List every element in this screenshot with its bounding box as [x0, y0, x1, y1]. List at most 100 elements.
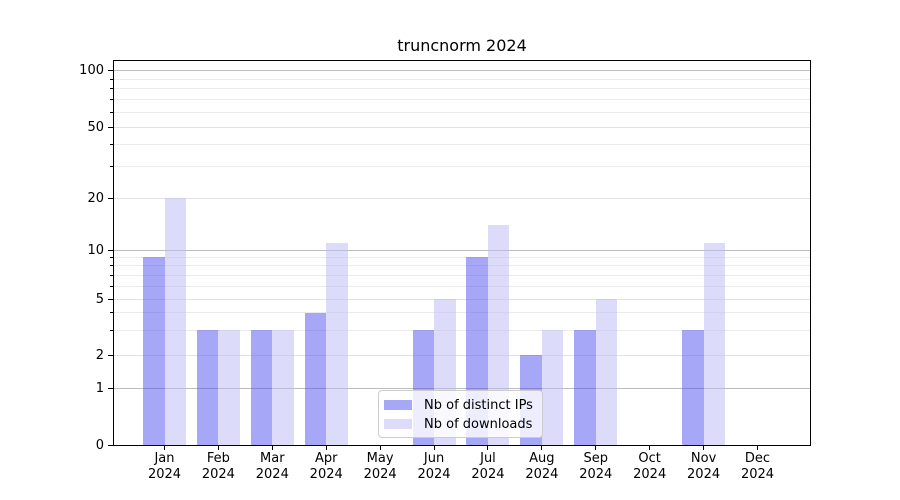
- y-tick-mark-minor-70: [110, 99, 113, 101]
- bar-nb-of-downloads-jul: [487, 224, 510, 445]
- y-tick-mark-50: [108, 126, 113, 128]
- x-tick-label-year: 2024: [579, 466, 613, 482]
- y-tick-mark-100: [108, 69, 113, 71]
- bar-nb-of-downloads-nov: [703, 242, 726, 445]
- y-gridline-100: [114, 69, 810, 71]
- x-tick-mark-nov: [703, 446, 705, 450]
- x-tick-label-month: Jan: [154, 451, 175, 466]
- y-gridline-minor-60: [114, 111, 810, 113]
- y-tick-mark-minor-60: [110, 111, 113, 113]
- bar-nb-of-downloads-mar: [272, 330, 294, 445]
- x-tick-label-year: 2024: [687, 466, 721, 482]
- x-tick-mark-apr: [325, 446, 327, 450]
- legend-label-nb-of-downloads: Nb of downloads: [424, 416, 533, 432]
- x-tick-label-year: 2024: [471, 466, 505, 482]
- x-tick-label-oct: Oct 2024: [618, 451, 682, 482]
- y-gridline-minor-40: [114, 143, 810, 145]
- y-gridline-minor-8: [114, 265, 810, 267]
- x-tick-label-month: Sep: [583, 451, 609, 466]
- y-tick-mark-minor-30: [110, 166, 113, 168]
- x-tick-label-month: Aug: [529, 451, 555, 466]
- legend-swatch-nb-of-distinct-ips: [384, 400, 412, 410]
- x-tick-label-year: 2024: [417, 466, 451, 482]
- x-tick-mark-mar: [271, 446, 273, 450]
- y-tick-label-2: 2: [95, 347, 104, 363]
- legend-swatch-nb-of-downloads: [384, 419, 412, 429]
- chart-title: truncnorm 2024: [397, 36, 527, 55]
- x-tick-label-year: 2024: [633, 466, 667, 482]
- x-tick-mark-dec: [756, 446, 758, 450]
- legend-label-nb-of-distinct-ips: Nb of distinct IPs: [424, 397, 533, 413]
- bar-nb-of-downloads-jan: [164, 198, 186, 445]
- x-tick-label-month: Apr: [314, 451, 338, 466]
- y-gridline-50: [114, 126, 810, 128]
- plot-area: [113, 60, 811, 446]
- y-gridline-minor-6: [114, 285, 810, 287]
- x-tick-label-month: Nov: [690, 451, 717, 466]
- x-tick-label-nov: Nov 2024: [672, 451, 736, 482]
- x-tick-label-jul: Jul 2024: [456, 451, 520, 482]
- bar-nb-of-downloads-feb: [218, 330, 240, 445]
- bar-nb-of-distinct-ips-feb: [196, 330, 219, 445]
- y-tick-label-10: 10: [87, 242, 104, 258]
- legend-entry-nb-of-distinct-ips: Nb of distinct IPs: [384, 396, 534, 414]
- x-tick-label-sep: Sep 2024: [564, 451, 628, 482]
- y-gridline-10: [114, 249, 810, 251]
- x-tick-mark-sep: [595, 446, 597, 450]
- y-tick-mark-5: [108, 298, 113, 300]
- y-tick-label-5: 5: [95, 291, 104, 307]
- y-gridline-minor-90: [114, 78, 810, 80]
- x-tick-label-month: Oct: [638, 451, 661, 466]
- x-tick-mark-feb: [217, 446, 219, 450]
- bar-nb-of-distinct-ips-nov: [682, 330, 704, 445]
- x-tick-mark-jan: [164, 446, 165, 450]
- y-gridline-minor-7: [114, 274, 810, 276]
- y-tick-mark-20: [108, 197, 113, 199]
- x-tick-label-may: May 2024: [348, 451, 412, 482]
- y-tick-label-20: 20: [87, 190, 104, 206]
- x-tick-label-year: 2024: [147, 466, 182, 482]
- x-tick-label-feb: Feb 2024: [186, 451, 250, 482]
- x-tick-label-jun: Jun 2024: [402, 451, 466, 482]
- bar-nb-of-distinct-ips-apr: [304, 312, 327, 445]
- y-tick-mark-minor-80: [110, 88, 113, 90]
- y-tick-label-0: 0: [95, 437, 104, 453]
- bar-nb-of-distinct-ips-mar: [250, 330, 273, 445]
- y-gridline-minor-30: [114, 166, 810, 168]
- y-tick-mark-minor-6: [110, 285, 113, 287]
- y-gridline-5: [114, 298, 810, 300]
- y-gridline-2: [114, 354, 810, 356]
- x-tick-label-jan: Jan 2024: [133, 451, 197, 482]
- y-tick-mark-minor-4: [110, 312, 113, 314]
- x-tick-label-year: 2024: [255, 466, 289, 482]
- x-tick-label-month: Jun: [423, 451, 445, 466]
- y-tick-mark-0: [108, 444, 113, 446]
- x-tick-mark-jun: [433, 446, 435, 450]
- y-gridline-minor-3: [114, 329, 810, 331]
- x-tick-label-year: 2024: [309, 466, 343, 482]
- y-gridline-minor-9: [114, 256, 810, 258]
- x-tick-label-year: 2024: [525, 466, 559, 482]
- x-tick-label-year: 2024: [363, 466, 397, 482]
- y-gridline-1: [114, 387, 810, 389]
- y-tick-mark-minor-7: [110, 274, 113, 276]
- x-tick-mark-may: [379, 446, 381, 450]
- y-tick-label-50: 50: [87, 119, 104, 135]
- x-tick-mark-oct: [649, 446, 651, 450]
- x-tick-label-dec: Dec 2024: [725, 451, 789, 482]
- bar-nb-of-distinct-ips-sep: [574, 330, 596, 445]
- y-tick-mark-2: [108, 354, 113, 356]
- x-tick-label-month: Feb: [206, 451, 230, 466]
- x-tick-label-month: Jul: [480, 451, 496, 466]
- x-tick-label-year: 2024: [201, 466, 235, 482]
- y-tick-mark-minor-9: [110, 256, 113, 258]
- x-tick-label-month: May: [366, 451, 394, 466]
- y-gridline-minor-4: [114, 312, 810, 314]
- y-tick-mark-minor-90: [110, 78, 113, 80]
- x-tick-label-mar: Mar 2024: [240, 451, 304, 482]
- x-tick-label-month: Mar: [260, 451, 285, 466]
- x-tick-mark-jul: [487, 446, 489, 450]
- y-gridline-minor-80: [114, 88, 810, 90]
- bar-nb-of-downloads-sep: [595, 299, 618, 445]
